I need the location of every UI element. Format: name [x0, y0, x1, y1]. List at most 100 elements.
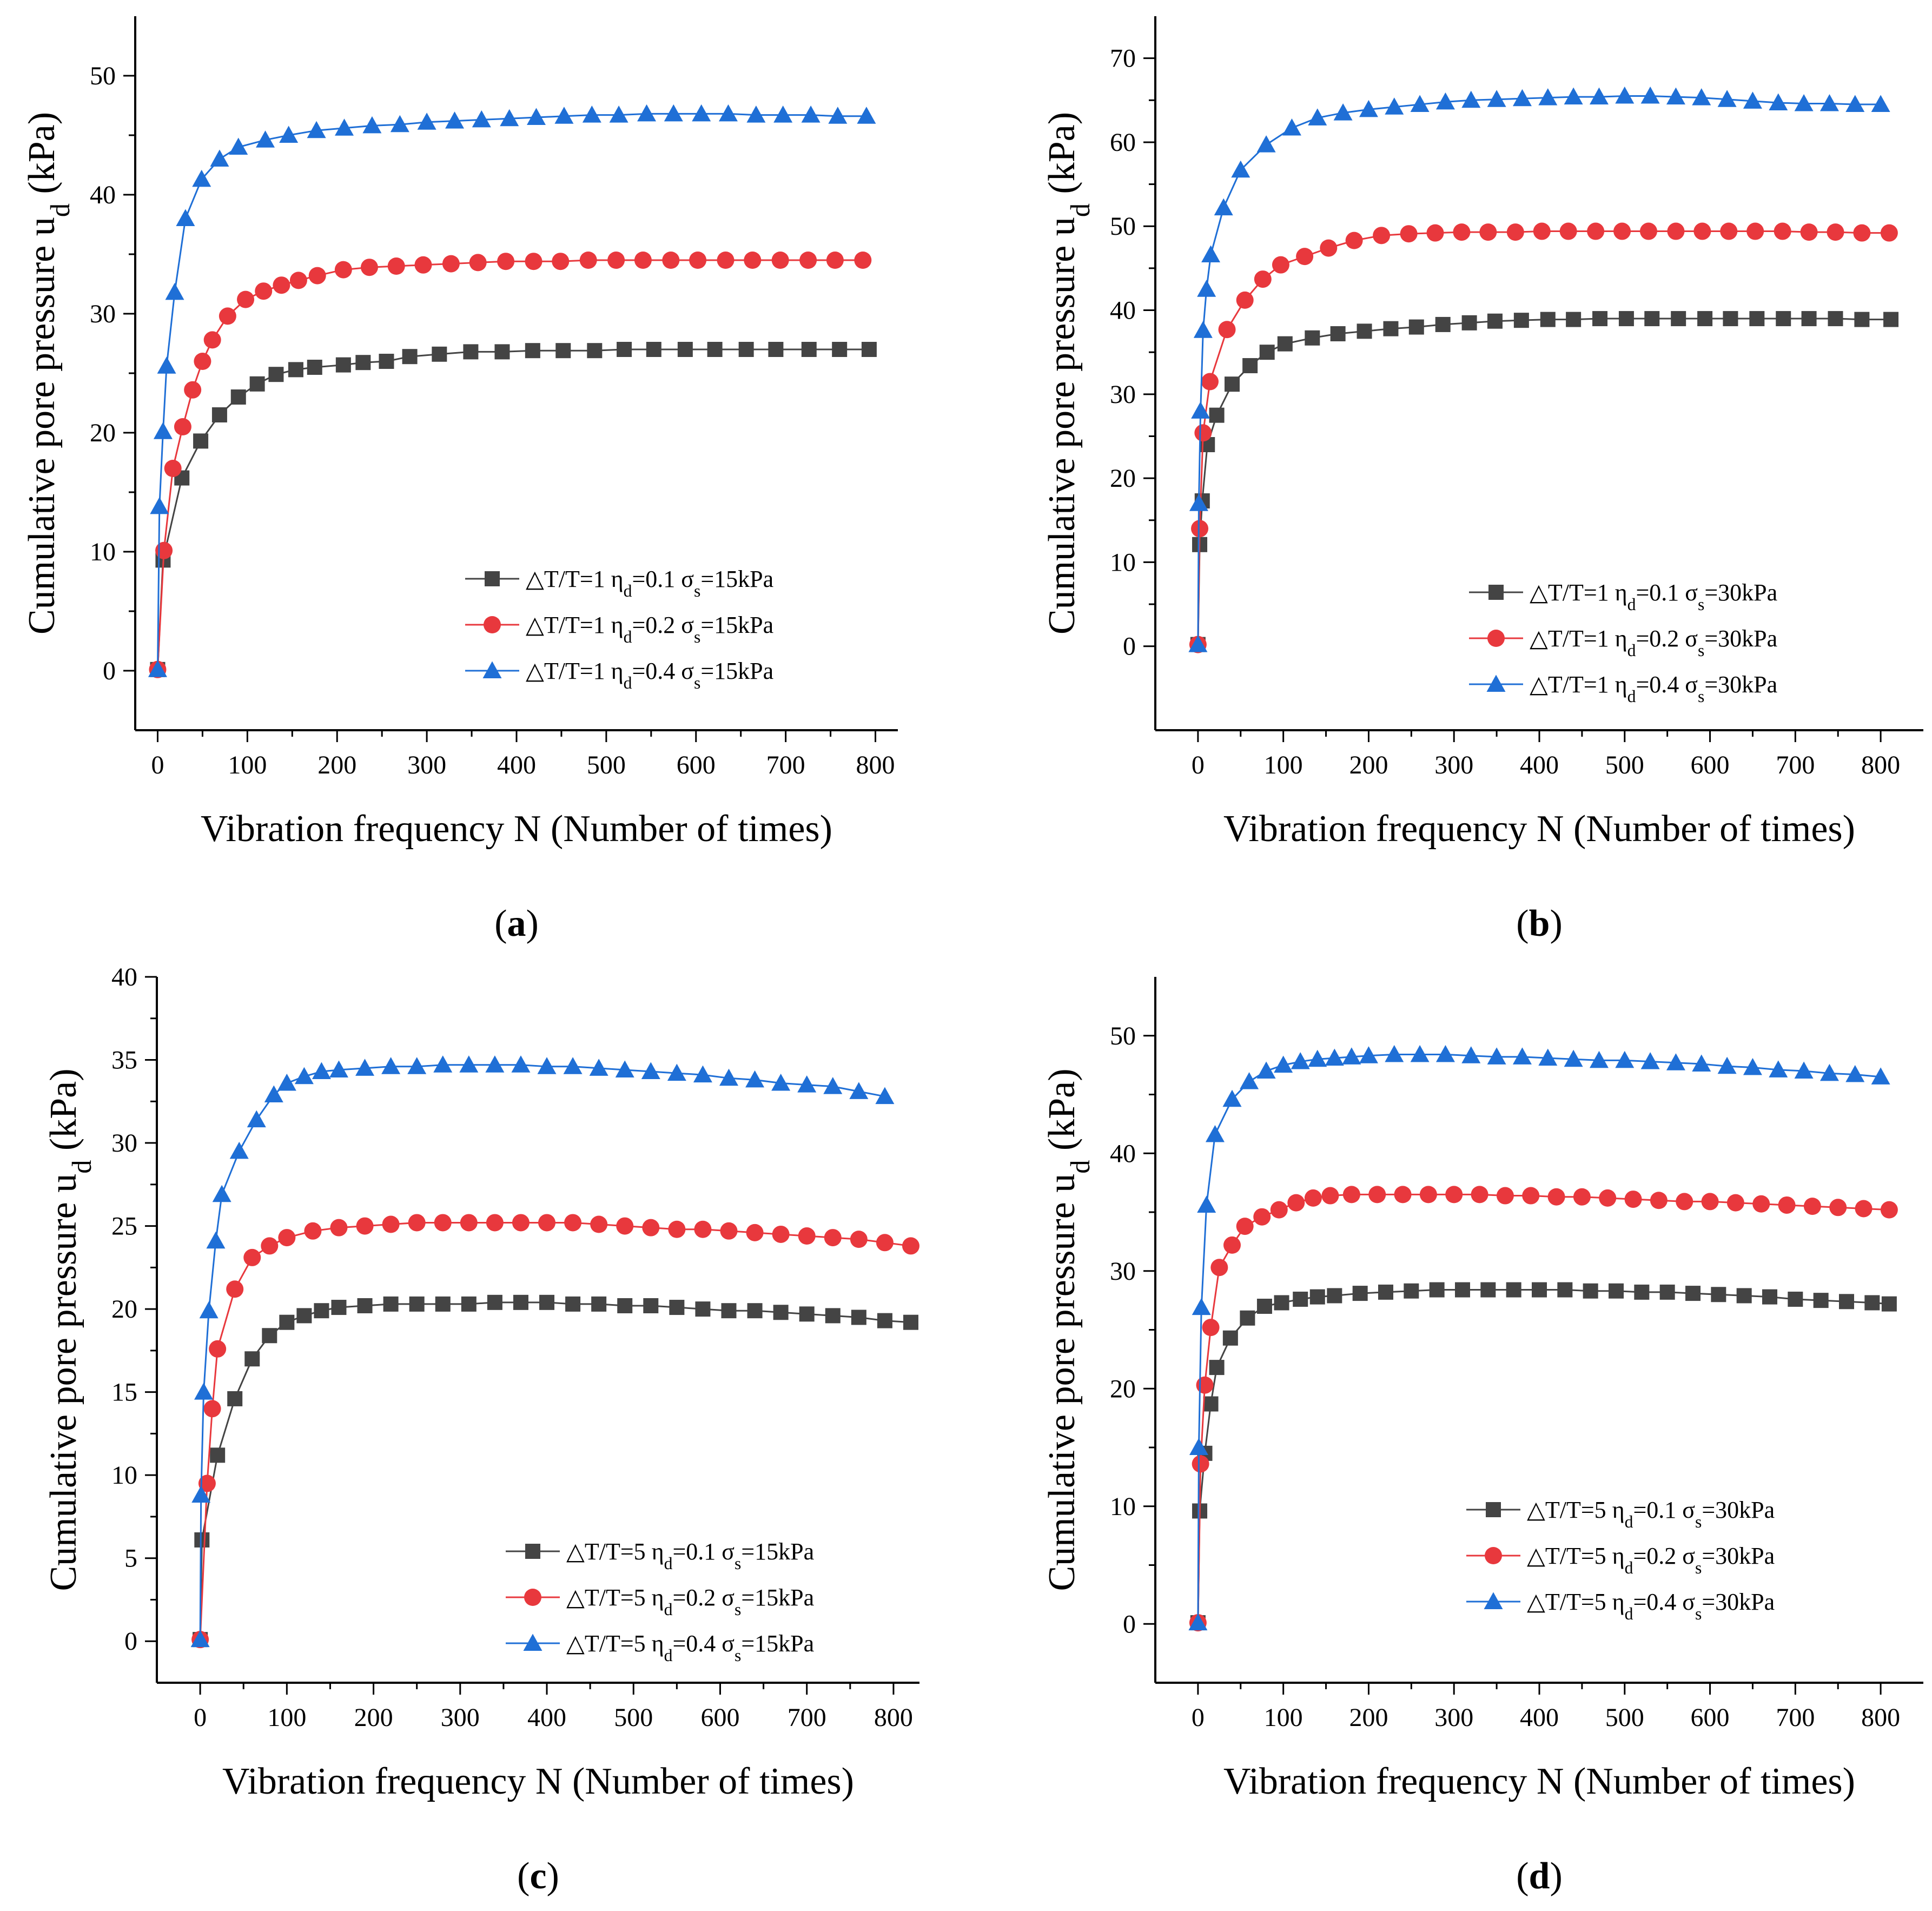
data-point — [634, 252, 652, 269]
data-point — [1697, 311, 1713, 327]
data-point — [1827, 223, 1844, 241]
series-2 — [191, 1214, 919, 1649]
data-point — [1640, 1052, 1660, 1069]
data-point — [746, 105, 766, 123]
data-point — [433, 1055, 453, 1073]
data-point — [1480, 1282, 1496, 1298]
legend-entry: △T/T=1 ηd=0.4 σs=15kPa — [526, 658, 773, 692]
data-point — [1240, 1310, 1255, 1326]
data-point — [1320, 239, 1338, 257]
data-point — [1455, 1282, 1470, 1298]
data-point — [212, 1185, 231, 1202]
x-tick-label: 100 — [1264, 1703, 1303, 1732]
data-point — [192, 169, 211, 187]
chart-panel-b: 0 100 200 300 400 500 600 700 800 0 10 20 30 40 50 60 70… — [966, 0, 1932, 955]
data-point — [191, 1485, 211, 1503]
data-point — [1426, 224, 1444, 242]
x-tick-label: 0 — [194, 1703, 207, 1732]
data-point — [335, 118, 354, 136]
series-line — [199, 1221, 911, 1640]
series-line — [1197, 1289, 1889, 1623]
data-point — [526, 108, 546, 125]
data-point — [382, 1215, 400, 1233]
y-tick-label: 0 — [103, 657, 116, 685]
y-tick-label: 20 — [111, 1295, 137, 1324]
x-tick-label: 0 — [1192, 1703, 1205, 1732]
data-point — [1701, 1193, 1719, 1211]
data-point — [409, 1296, 425, 1312]
data-point — [1819, 94, 1839, 111]
data-point — [825, 1308, 841, 1324]
data-point — [1692, 1054, 1711, 1072]
data-point — [799, 252, 817, 269]
series-line — [1197, 95, 1881, 645]
data-point — [432, 346, 447, 362]
data-point — [206, 1231, 226, 1249]
y-tick-label: 20 — [1110, 464, 1136, 493]
x-tick-label: 400 — [1520, 751, 1559, 779]
data-point — [1564, 1049, 1583, 1067]
data-point — [771, 1074, 791, 1091]
data-point — [1711, 1287, 1726, 1302]
data-point — [445, 111, 465, 129]
data-point — [198, 1474, 216, 1492]
data-point — [304, 1222, 322, 1240]
data-point — [194, 1383, 214, 1400]
y-tick-label: 0 — [1123, 1610, 1136, 1638]
data-point — [554, 107, 574, 124]
data-point — [461, 1296, 477, 1312]
data-point — [1225, 376, 1240, 392]
data-point — [355, 355, 371, 371]
panel-label: (d) — [1516, 1855, 1563, 1897]
data-point — [565, 1296, 581, 1312]
data-point — [229, 1141, 249, 1159]
legend-entry: △T/T=1 ηd=0.2 σs=15kPa — [526, 612, 773, 646]
data-point — [1201, 245, 1221, 263]
data-point — [512, 1214, 530, 1232]
series-line — [199, 1064, 885, 1640]
data-point — [469, 254, 487, 272]
data-point — [876, 1234, 894, 1252]
data-point — [486, 1214, 504, 1232]
x-tick-label: 800 — [856, 751, 895, 779]
y-tick-label: 60 — [1110, 128, 1136, 157]
data-point — [1778, 1196, 1796, 1214]
data-point — [1720, 222, 1738, 240]
data-point — [850, 1231, 868, 1248]
panel-label: (c) — [517, 1855, 559, 1897]
data-point — [719, 1068, 738, 1086]
data-point — [668, 1220, 686, 1238]
data-point — [1429, 1282, 1445, 1298]
data-point — [1400, 225, 1418, 243]
data-point — [1794, 1061, 1814, 1079]
panel-label: (a) — [494, 903, 539, 944]
data-point — [1769, 93, 1788, 110]
data-point — [1274, 1295, 1289, 1311]
y-axis-title: Cumulative pore pressure ud (kPa) — [1041, 1068, 1095, 1591]
data-point — [1461, 1046, 1481, 1063]
data-point — [1538, 88, 1558, 105]
y-axis-title: Cumulative pore pressure ud (kPa) — [43, 1068, 97, 1591]
data-point — [487, 1294, 502, 1310]
data-point — [1410, 1045, 1430, 1062]
data-point — [1321, 1187, 1339, 1205]
legend-marker — [484, 616, 501, 633]
legend-entry: △T/T=1 ηd=0.1 σs=15kPa — [526, 566, 773, 600]
data-point — [1193, 321, 1213, 338]
data-point — [390, 115, 409, 133]
y-tick-label: 50 — [1110, 212, 1136, 241]
data-point — [1330, 326, 1346, 342]
data-point — [851, 1310, 866, 1325]
data-point — [1533, 222, 1551, 240]
chart-panel-d: 0 100 200 300 400 500 600 700 800 0 10 20 30 40 50 △T/T… — [966, 955, 1932, 1910]
data-point — [243, 1248, 261, 1266]
data-point — [1272, 256, 1289, 274]
data-point — [362, 116, 382, 134]
data-point — [609, 105, 628, 123]
x-tick-label: 100 — [228, 751, 267, 779]
legend-marker — [1486, 675, 1506, 692]
data-point — [1352, 1286, 1368, 1301]
data-point — [563, 1057, 583, 1074]
data-point — [1304, 1189, 1322, 1207]
data-point — [1435, 316, 1451, 332]
